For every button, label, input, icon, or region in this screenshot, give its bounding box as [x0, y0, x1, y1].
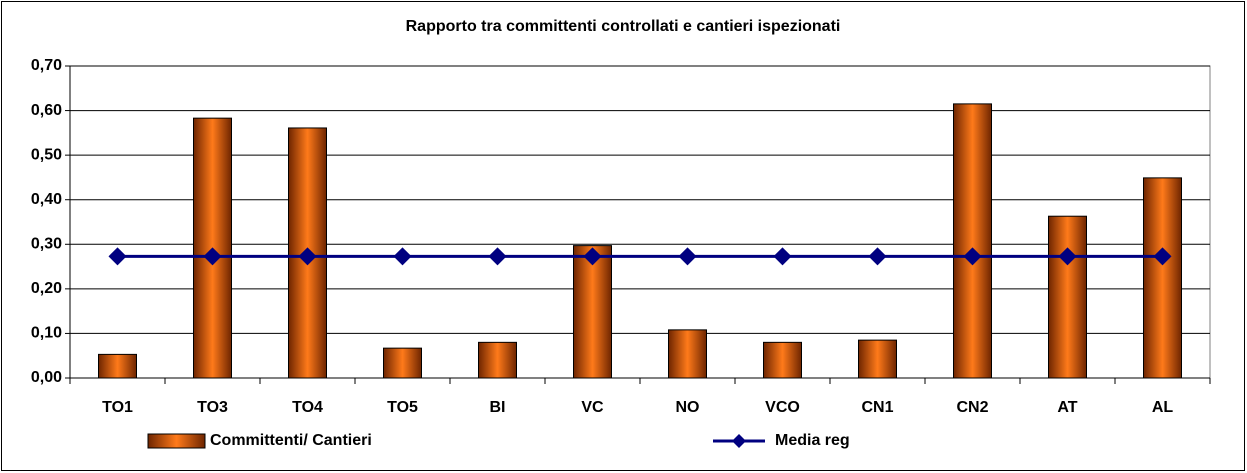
legend-label: Committenti/ Cantieri [210, 432, 372, 449]
bar [478, 341, 517, 379]
y-tick-label: 0,00 [31, 369, 62, 386]
marker [773, 247, 792, 266]
marker [1153, 247, 1172, 266]
legend-label: Media reg [775, 432, 850, 449]
legend-swatch [147, 433, 206, 449]
y-tick-label: 0,40 [31, 191, 62, 208]
bar [1143, 177, 1182, 379]
marker [203, 247, 222, 266]
x-tick-label: CN1 [861, 399, 893, 416]
x-tick-label: TO3 [197, 399, 228, 416]
bar [858, 339, 897, 379]
marker [298, 247, 317, 266]
x-tick-label: TO1 [102, 399, 133, 416]
marker [1058, 247, 1077, 266]
chart-title: Rapporto tra committenti controllati e c… [406, 18, 841, 35]
x-tick-label: VCO [765, 399, 800, 416]
x-tick-label: AL [1152, 399, 1174, 416]
bar [383, 347, 422, 379]
marker [393, 247, 412, 266]
x-tick-label: TO4 [292, 399, 323, 416]
bar [763, 341, 802, 379]
marker [678, 247, 697, 266]
y-tick-label: 0,70 [31, 57, 62, 74]
bar [1048, 215, 1087, 379]
y-tick-label: 0,10 [31, 325, 62, 342]
bar [573, 245, 612, 379]
bar [98, 353, 137, 379]
x-tick-label: CN2 [956, 399, 988, 416]
y-tick-label: 0,20 [31, 280, 62, 297]
marker [868, 247, 887, 266]
y-tick-label: 0,30 [31, 236, 62, 253]
plot-area [69, 65, 1211, 379]
marker [583, 247, 602, 266]
x-tick-label: VC [581, 399, 604, 416]
legend-marker [732, 434, 746, 448]
y-tick-label: 0,50 [31, 146, 62, 163]
marker [488, 247, 507, 266]
x-tick-label: BI [490, 399, 506, 416]
x-tick-label: NO [676, 399, 700, 416]
marker [108, 247, 127, 266]
bar [668, 329, 707, 379]
x-tick-label: AT [1057, 399, 1077, 416]
x-tick-label: TO5 [387, 399, 418, 416]
y-tick-label: 0,60 [31, 102, 62, 119]
marker [963, 247, 982, 266]
bar [953, 103, 992, 379]
